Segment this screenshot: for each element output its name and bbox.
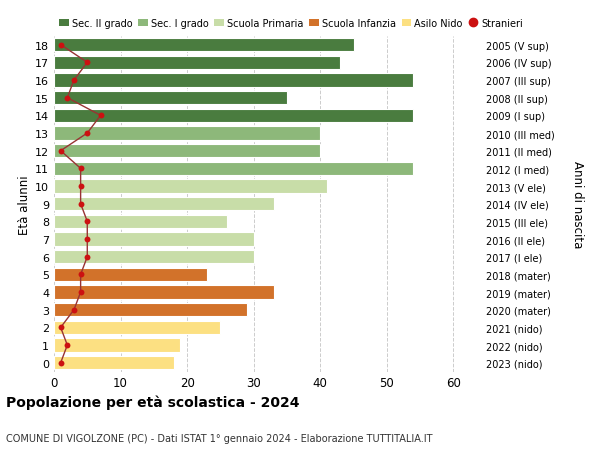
- Bar: [54, 251, 254, 264]
- Point: [76, 183, 85, 190]
- Bar: [54, 321, 220, 334]
- Bar: [54, 303, 247, 317]
- Bar: [54, 198, 274, 211]
- Point: [76, 289, 85, 296]
- Point: [56, 148, 65, 155]
- Point: [56, 42, 65, 49]
- Point: [82, 218, 92, 225]
- Point: [76, 271, 85, 279]
- Point: [82, 60, 92, 67]
- Point: [56, 324, 65, 331]
- Text: Popolazione per età scolastica - 2024: Popolazione per età scolastica - 2024: [6, 395, 299, 409]
- Bar: [54, 74, 413, 87]
- Point: [62, 341, 72, 349]
- Bar: [54, 92, 287, 105]
- Point: [56, 359, 65, 367]
- Legend: Sec. II grado, Sec. I grado, Scuola Primaria, Scuola Infanzia, Asilo Nido, Stran: Sec. II grado, Sec. I grado, Scuola Prim…: [59, 18, 523, 28]
- Text: COMUNE DI VIGOLZONE (PC) - Dati ISTAT 1° gennaio 2024 - Elaborazione TUTTITALIA.: COMUNE DI VIGOLZONE (PC) - Dati ISTAT 1°…: [6, 433, 433, 442]
- Bar: [54, 286, 274, 299]
- Point: [82, 253, 92, 261]
- Bar: [54, 162, 413, 176]
- Bar: [54, 127, 320, 140]
- Point: [69, 77, 79, 84]
- Bar: [54, 268, 207, 281]
- Point: [76, 201, 85, 208]
- Point: [82, 130, 92, 137]
- Y-axis label: Anni di nascita: Anni di nascita: [571, 161, 584, 248]
- Bar: [54, 180, 327, 193]
- Point: [62, 95, 72, 102]
- Bar: [54, 145, 320, 158]
- Point: [96, 112, 106, 120]
- Bar: [54, 233, 254, 246]
- Bar: [54, 56, 340, 70]
- Point: [69, 307, 79, 314]
- Bar: [54, 215, 227, 229]
- Point: [76, 165, 85, 173]
- Y-axis label: Età alunni: Età alunni: [18, 174, 31, 234]
- Bar: [54, 339, 181, 352]
- Bar: [54, 39, 353, 52]
- Bar: [54, 356, 174, 369]
- Bar: [54, 109, 413, 123]
- Point: [82, 236, 92, 243]
